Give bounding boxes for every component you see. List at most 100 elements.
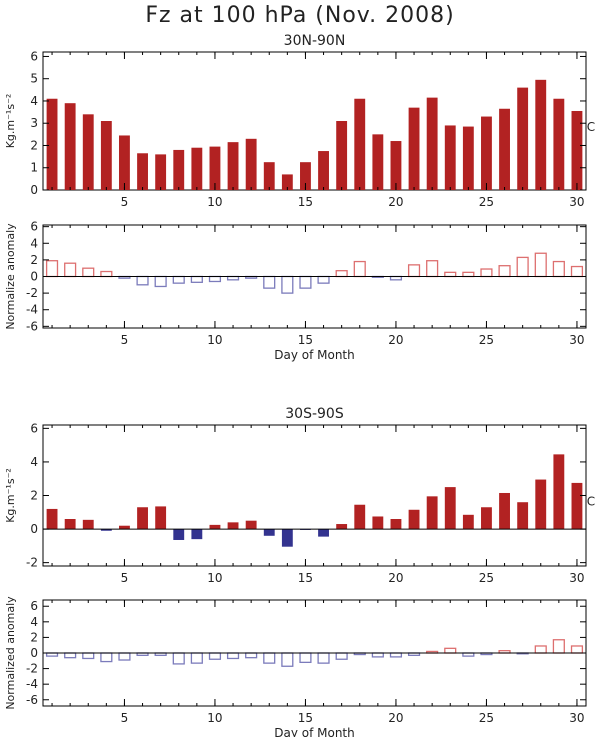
figure-title: Fz at 100 hPa (Nov. 2008) xyxy=(145,3,454,28)
bar-day-16 xyxy=(318,151,329,190)
bar-day-9 xyxy=(191,529,203,540)
x-axis-label: Day of Month xyxy=(274,348,355,362)
bar-day-13 xyxy=(263,162,275,190)
bar-day-2 xyxy=(64,262,77,278)
side-annotation: C M xyxy=(587,495,600,509)
x-tick-label: 15 xyxy=(298,195,313,209)
bar-day-3 xyxy=(82,519,94,530)
x-tick-label: 30 xyxy=(569,711,584,725)
bar-day-17 xyxy=(335,270,348,278)
bar-day-1 xyxy=(46,98,58,190)
bar-day-15 xyxy=(299,275,312,289)
x-tick-label: 30 xyxy=(569,333,584,347)
bar-day-28 xyxy=(535,479,547,530)
bar-day-21 xyxy=(408,509,420,530)
bar-day-4 xyxy=(100,270,113,278)
bar-day-12 xyxy=(245,138,257,190)
bar-day-30 xyxy=(570,265,584,278)
bar-day-28 xyxy=(535,79,547,190)
bar-day-22 xyxy=(426,97,438,190)
bar-day-9 xyxy=(190,652,203,664)
bar-day-23 xyxy=(444,271,457,278)
bar-day-29 xyxy=(553,454,565,530)
bar-day-22 xyxy=(426,260,439,278)
bar-day-13 xyxy=(263,652,276,664)
bar-day-15 xyxy=(299,652,312,664)
bar-day-30 xyxy=(571,482,583,530)
bar-day-23 xyxy=(444,647,457,654)
x-tick-label: 10 xyxy=(207,195,222,209)
bar-day-5 xyxy=(119,525,130,530)
bar-day-8 xyxy=(173,529,185,540)
bar-day-25 xyxy=(480,268,493,278)
bar-day-22 xyxy=(426,496,438,530)
x-tick-label: 10 xyxy=(207,571,222,585)
x-tick-label: 5 xyxy=(121,195,129,209)
y-tick-label: 2 xyxy=(30,630,38,644)
y-tick-label: 4 xyxy=(30,455,38,469)
bar-day-5 xyxy=(119,135,130,190)
x-tick-label: 25 xyxy=(479,571,494,585)
bar-day-25 xyxy=(481,507,492,530)
bar-day-4 xyxy=(100,121,112,190)
bar-day-17 xyxy=(335,652,348,660)
bar-day-21 xyxy=(407,264,421,278)
y-axis-label: Kg.m⁻¹s⁻² xyxy=(4,468,17,523)
y-axis-label: Kg.m⁻¹s⁻² xyxy=(4,94,17,149)
bar-day-25 xyxy=(481,116,492,190)
y-tick-label: 6 xyxy=(30,220,38,234)
bar-day-21 xyxy=(408,107,420,190)
bar-day-17 xyxy=(336,121,348,190)
y-tick-label: -4 xyxy=(26,303,38,317)
bar-day-10 xyxy=(208,275,222,283)
bar-day-24 xyxy=(462,271,475,278)
bar-day-4 xyxy=(100,529,112,531)
x-tick-label: 20 xyxy=(388,711,403,725)
bar-day-27 xyxy=(516,256,529,278)
bar-day-16 xyxy=(318,529,329,537)
y-tick-label: 2 xyxy=(30,489,38,503)
bar-day-6 xyxy=(137,153,148,190)
x-tick-label: 20 xyxy=(388,195,403,209)
bar-day-17 xyxy=(336,524,348,530)
y-tick-label: -4 xyxy=(26,677,38,691)
x-tick-label: 20 xyxy=(388,571,403,585)
y-tick-label: 0 xyxy=(30,646,38,660)
bar-day-14 xyxy=(281,275,294,294)
bar-day-14 xyxy=(281,652,294,667)
bar-day-7 xyxy=(154,275,167,288)
bar-day-13 xyxy=(263,275,276,289)
bar-day-3 xyxy=(82,267,95,278)
bar-day-19 xyxy=(372,516,384,530)
x-tick-label: 5 xyxy=(121,571,129,585)
bar-day-29 xyxy=(553,98,565,190)
y-tick-label: 6 xyxy=(30,49,38,63)
bar-day-26 xyxy=(499,108,510,190)
y-tick-label: 6 xyxy=(30,599,38,613)
bar-day-2 xyxy=(64,652,77,659)
bar-day-8 xyxy=(172,652,185,665)
y-tick-label: 0 xyxy=(30,522,38,536)
y-tick-label: 4 xyxy=(30,94,38,108)
panel-sh_fz: -2 0 2 4 6 5 10 15 20 25 30 30S-90S Kg.m⁻¹s⁻² C M xyxy=(4,406,600,585)
bar-day-12 xyxy=(245,520,257,530)
bar-day-3 xyxy=(82,114,94,190)
bar-day-1 xyxy=(46,508,58,530)
x-tick-label: 30 xyxy=(569,195,584,209)
x-tick-label: 30 xyxy=(569,571,584,585)
x-tick-label: 20 xyxy=(388,333,403,347)
bar-day-11 xyxy=(227,142,239,190)
y-tick-label: 4 xyxy=(30,236,38,250)
panel-nh_fz: 0 1 2 3 4 5 6 5 10 15 20 25 30 30N-90N Kg.m⁻¹s⁻² C M xyxy=(4,33,600,209)
bar-day-15 xyxy=(300,162,311,190)
bar-day-27 xyxy=(517,502,529,530)
x-tick-label: 10 xyxy=(207,711,222,725)
bar-day-30 xyxy=(570,645,584,654)
y-tick-label: 1 xyxy=(30,161,38,175)
bar-day-29 xyxy=(552,639,565,654)
bar-day-27 xyxy=(517,87,529,190)
bar-day-10 xyxy=(208,652,222,660)
bar-day-6 xyxy=(136,275,149,286)
x-axis-label: Day of Month xyxy=(274,726,355,737)
